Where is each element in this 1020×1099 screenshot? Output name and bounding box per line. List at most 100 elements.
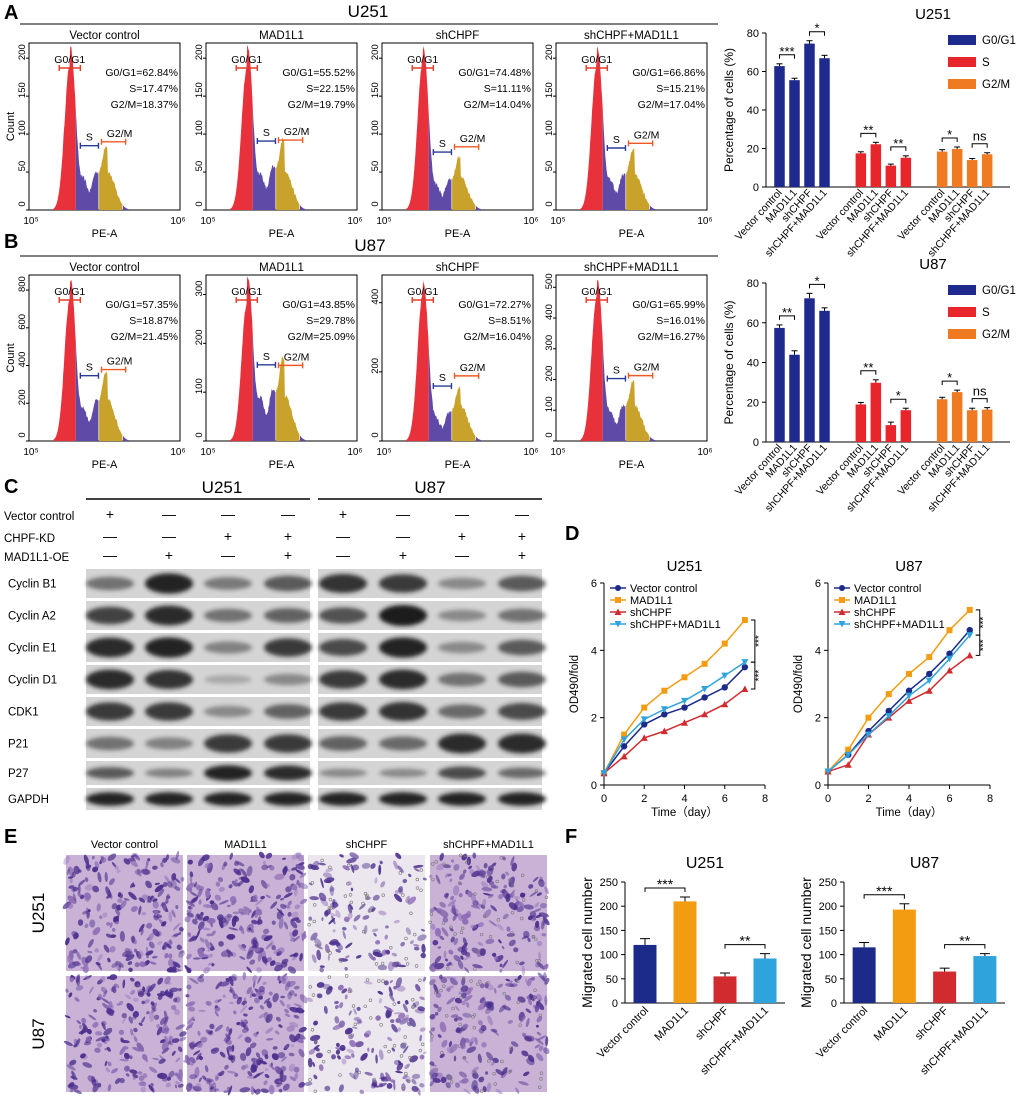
stained-cell	[271, 920, 276, 925]
stained-cell	[285, 886, 292, 893]
y-tick-label: 100	[194, 120, 205, 136]
stained-cell	[85, 955, 93, 964]
stained-cell	[256, 967, 262, 973]
condition-mark-u87: —	[396, 506, 410, 522]
data-point	[824, 768, 832, 776]
stained-cell	[215, 981, 222, 990]
membrane-pore	[478, 979, 482, 984]
y-tick-label: 400	[370, 289, 381, 305]
protein-label: Cyclin D1	[8, 675, 57, 687]
x-tick-label: 10⁶	[697, 447, 712, 458]
y-tick-label: 0	[194, 432, 205, 437]
protein-label: CDK1	[8, 707, 39, 719]
significance-bracket	[809, 283, 825, 289]
stained-cell	[92, 866, 99, 873]
stained-cell	[68, 992, 73, 998]
stained-cell	[284, 921, 289, 930]
stained-cell	[168, 953, 173, 959]
stained-cell	[247, 1070, 253, 1077]
stained-cell	[419, 1027, 426, 1032]
stained-cell	[137, 955, 142, 959]
transwell-column-label: shCHPF	[346, 839, 388, 851]
stained-cell	[114, 865, 120, 871]
stained-cell	[160, 990, 165, 994]
stained-cell	[375, 1015, 381, 1021]
stained-cell	[78, 879, 86, 886]
g2-m-peak	[626, 379, 650, 441]
membrane-pore	[411, 998, 415, 1002]
data-point	[620, 743, 628, 750]
significance-bracket	[890, 398, 907, 404]
stained-cell	[274, 1030, 280, 1035]
membrane-pore	[458, 853, 463, 858]
stained-cell	[287, 900, 292, 906]
x-axis-label: Time（day）	[876, 806, 943, 819]
phase-stat: G2/M=19.79%	[288, 99, 355, 111]
protein-label: P21	[8, 739, 28, 751]
x-tick-label: 2	[865, 793, 871, 805]
stained-cell	[128, 967, 133, 972]
stained-cell	[251, 1062, 256, 1067]
membrane-pore	[419, 868, 424, 872]
stained-cell	[253, 1032, 258, 1038]
stained-cell	[371, 1047, 375, 1054]
stained-cell	[131, 1033, 135, 1037]
stained-cell	[381, 949, 387, 956]
stained-cell	[159, 1055, 166, 1062]
stained-cell	[486, 1082, 492, 1093]
blot-band	[145, 768, 193, 778]
stained-cell	[163, 1016, 169, 1026]
membrane-pore	[516, 1000, 520, 1004]
legend-swatch	[948, 57, 976, 67]
membrane-pore	[507, 1070, 512, 1074]
stained-cell	[148, 941, 155, 949]
x-tick-label: 10⁶	[523, 216, 538, 227]
stained-cell	[246, 966, 252, 973]
stained-cell	[239, 925, 245, 935]
stained-cell	[138, 897, 146, 903]
membrane-pore	[312, 919, 316, 924]
legend-swatch	[948, 329, 976, 339]
stained-cell	[264, 1074, 270, 1079]
significance-label: ***	[876, 883, 893, 899]
stained-cell	[479, 997, 485, 1004]
data-point	[681, 674, 688, 681]
membrane-pore	[403, 1042, 407, 1046]
stained-cell	[137, 988, 148, 995]
stained-cell	[277, 975, 281, 982]
stained-cell	[501, 889, 510, 900]
data-point	[946, 650, 953, 657]
chart-title: U251	[915, 6, 951, 23]
stained-cell	[145, 946, 149, 953]
stained-cell	[154, 882, 160, 886]
membrane-pore	[472, 1026, 477, 1030]
y-tick-label: 80	[747, 278, 759, 290]
stained-cell	[276, 908, 285, 916]
stained-cell	[231, 900, 236, 906]
stained-cell	[149, 895, 154, 900]
stained-cell	[437, 1034, 442, 1038]
stained-cell	[329, 887, 335, 892]
blot-band	[438, 609, 486, 622]
stained-cell	[353, 1017, 358, 1021]
stained-cell	[217, 999, 222, 1003]
stained-cell	[278, 918, 284, 929]
y-tick-label: 2	[815, 713, 821, 725]
membrane-pore	[317, 943, 321, 948]
membrane-pore	[313, 1089, 317, 1093]
blot-strip-u87	[318, 788, 542, 810]
stained-cell	[327, 954, 330, 961]
stained-cell	[173, 877, 181, 884]
stained-cell	[77, 869, 82, 873]
stained-cell	[172, 961, 181, 968]
stained-cell	[77, 884, 81, 894]
blot-band	[319, 702, 367, 721]
stained-cell	[85, 907, 90, 918]
g2-m-gate-label: G2/M	[634, 129, 660, 141]
stained-cell	[447, 899, 457, 907]
stained-cell	[164, 976, 171, 985]
stained-cell	[241, 1027, 249, 1033]
stained-cell	[126, 1002, 134, 1012]
stained-cell	[380, 1072, 385, 1080]
